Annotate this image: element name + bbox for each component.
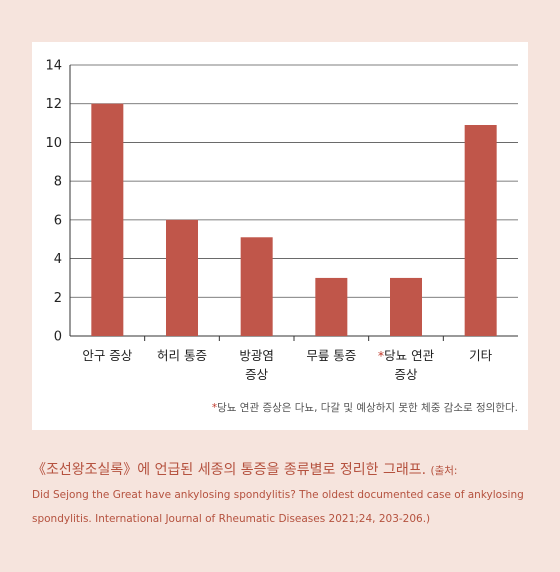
x-tick-label-line: 기타 [469,348,493,363]
category-text: 당뇨 연관 [384,348,434,363]
x-tick-label-line: 허리 통증 [157,348,207,363]
y-tick-label: 10 [45,136,62,151]
footnote-marker: * [211,402,218,414]
x-tick-label: 안구 증상 [82,348,132,363]
x-tick-label-line: 증상 [245,367,269,382]
x-tick-label-line: 증상 [394,367,418,382]
x-tick-label-line: *당뇨 연관 [378,348,435,363]
bar [240,237,273,336]
caption-main: 《조선왕조실록》에 언급된 세종의 통증을 종류별로 정리한 그래프. [32,462,427,478]
bar [464,125,497,336]
x-tick-label: 무릎 통증 [306,348,356,363]
figure-caption: 《조선왕조실록》에 언급된 세종의 통증을 종류별로 정리한 그래프. (출처:… [32,458,542,531]
x-tick-label-line: 방광염 [239,348,274,363]
bar [91,103,124,336]
y-tick-label: 12 [45,97,62,112]
x-tick-label-line: 안구 증상 [82,348,132,363]
y-tick-label: 0 [54,330,62,345]
category-marker: * [378,348,384,363]
x-tick-label: 허리 통증 [157,348,207,363]
caption-source-line2: spondylitis. International Journal of Rh… [32,513,431,525]
x-tick-label-line: 무릎 통증 [306,348,356,363]
footnote: *당뇨 연관 증상은 다뇨, 다갈 및 예상하지 못한 체중 감소로 정의한다. [212,400,518,415]
chart-panel: 0 2 4 6 8 10 12 14 안구 증상 허리 통증 방광염 증상 무릎 통증 *당뇨 연관 증상 기… [32,42,528,430]
y-tick-label: 2 [54,291,62,306]
bar [315,277,348,336]
y-tick-label: 6 [54,213,62,228]
caption-source-open: (출처: [430,465,458,477]
bar [166,219,198,336]
y-tick-label: 4 [54,252,62,267]
bar [390,277,422,336]
x-tick-label: 기타 [469,348,493,363]
y-tick-label: 8 [54,175,62,190]
y-tick-label: 14 [45,59,62,74]
footnote-text: 당뇨 연관 증상은 다뇨, 다갈 및 예상하지 못한 체중 감소로 정의한다. [217,402,518,414]
caption-source-line1: Did Sejong the Great have ankylosing spo… [32,489,524,501]
